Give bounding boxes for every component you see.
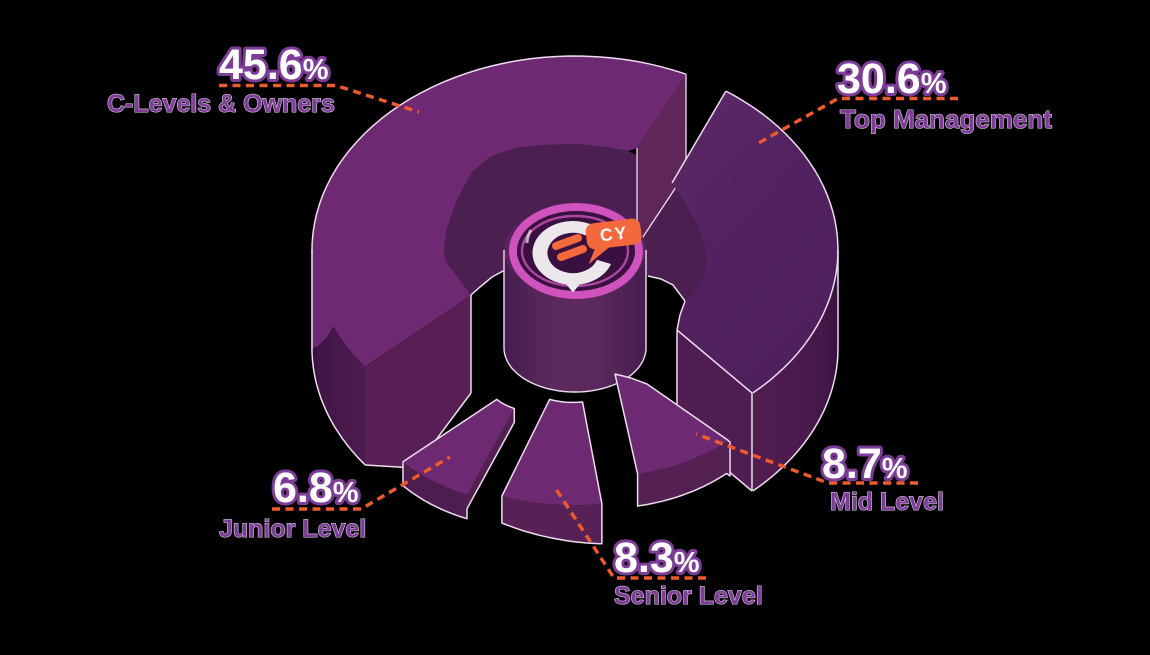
svg-text:C-Levels & Owners: C-Levels & Owners [107,90,335,118]
svg-text:Mid Level: Mid Level [830,488,944,516]
svg-text:45.6%: 45.6% [219,41,329,89]
svg-text:Top Management: Top Management [840,104,1052,134]
svg-text:CY: CY [599,222,630,245]
svg-text:Senior Level: Senior Level [614,582,763,610]
svg-text:6.8%: 6.8% [273,464,359,512]
svg-text:Junior Level: Junior Level [219,515,366,543]
